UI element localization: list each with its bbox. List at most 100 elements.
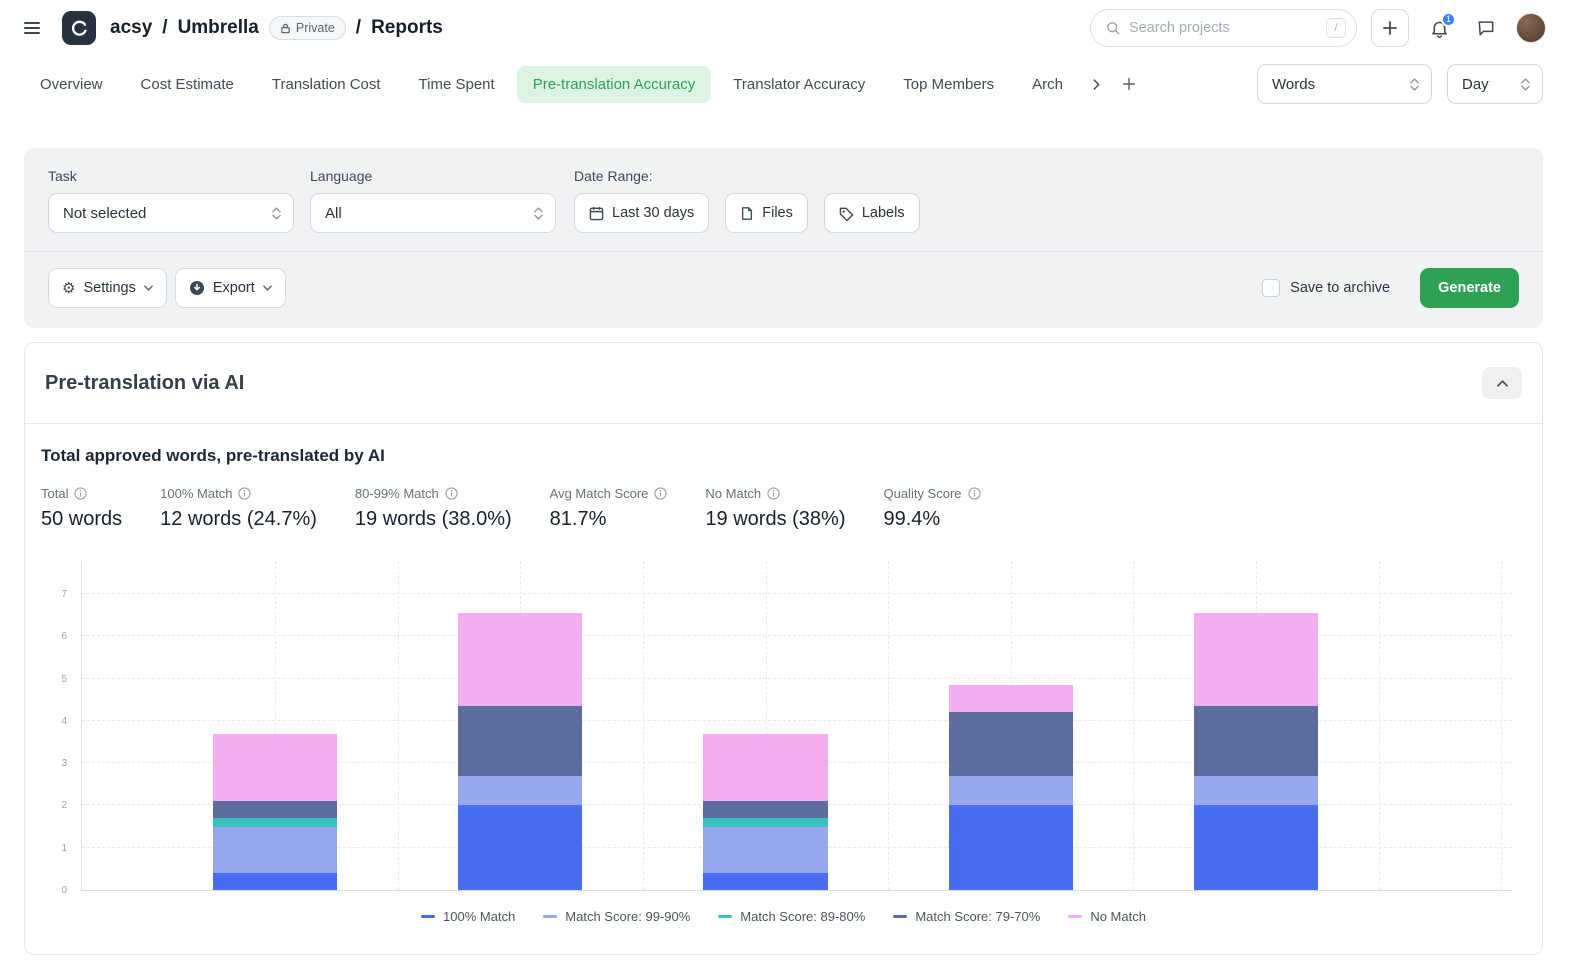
legend-item[interactable]: Match Score: 89-80% [718,909,865,924]
legend-label: Match Score: 99-90% [565,909,690,924]
sorter-icon [1410,78,1419,91]
chat-icon [1476,18,1496,38]
stacked-bar[interactable] [213,734,337,890]
bar-segment [213,818,337,826]
tab-translator-accuracy[interactable]: Translator Accuracy [717,66,881,103]
chart-y-axis: 01234567 [47,561,75,891]
tabs-overflow-button[interactable] [1085,69,1108,100]
legend-item[interactable]: No Match [1068,909,1146,924]
bar-segment [703,827,827,874]
create-project-button[interactable] [1371,9,1409,47]
export-dropdown-button[interactable]: Export [175,268,286,308]
stat-quality-score: Quality Score 99.4% [883,486,980,531]
bar-segment [703,818,827,826]
unit-select[interactable]: Words [1257,64,1432,104]
tab-pre-translation-accuracy[interactable]: Pre-translation Accuracy [517,66,712,103]
tab-overview[interactable]: Overview [24,66,119,103]
tab-controls: Words Day [1257,64,1543,104]
bar-segment [213,827,337,874]
plus-icon [1122,77,1136,91]
export-label: Export [213,280,255,296]
bar-segment [1194,613,1318,706]
tab-archived-truncated[interactable]: Arch [1016,66,1079,103]
stat-label: 80-99% Match [355,486,439,501]
task-select[interactable]: Not selected [48,193,294,233]
info-icon[interactable] [238,487,251,500]
tab-time-spent[interactable]: Time Spent [403,66,511,103]
language-select[interactable]: All [310,193,556,233]
info-icon[interactable] [74,487,87,500]
tag-icon [839,206,854,221]
bar-segment [1194,776,1318,806]
file-icon [740,206,754,221]
vertical-gridline [1501,561,1502,890]
bar-segment [949,712,1073,775]
user-avatar[interactable] [1516,13,1546,43]
date-range-label: Date Range: [574,168,920,184]
sorter-icon [534,207,543,220]
generate-button[interactable]: Generate [1420,268,1519,308]
breadcrumb-project[interactable]: Umbrella [178,17,259,39]
report-tabbar: Overview Cost Estimate Translation Cost … [0,56,1588,112]
stat-value: 12 words (24.7%) [160,508,317,531]
stacked-bar[interactable] [1194,613,1318,890]
date-range-button[interactable]: Last 30 days [574,193,709,233]
files-filter-button[interactable]: Files [725,193,808,233]
breadcrumb-separator: / [356,17,361,39]
stacked-bar[interactable] [703,734,827,890]
stat-value: 81.7% [550,508,668,531]
export-icon [189,280,205,296]
stat-value: 50 words [41,508,122,531]
project-search[interactable]: / [1090,9,1357,47]
bar-segment [213,801,337,818]
stacked-bar[interactable] [458,613,582,890]
bar-segment [213,873,337,890]
info-icon[interactable] [445,487,458,500]
task-select-value: Not selected [63,205,146,222]
y-tick-label: 2 [61,800,67,811]
date-range-value: Last 30 days [612,205,694,221]
language-select-value: All [325,205,342,222]
stats-row: Total 50 words 100% Match 12 words (24.7… [41,486,1526,531]
info-icon[interactable] [654,487,667,500]
save-to-archive-checkbox[interactable] [1262,279,1280,297]
legend-item[interactable]: Match Score: 79-70% [893,909,1040,924]
labels-filter-label: Labels [862,205,905,221]
collapse-section-button[interactable] [1482,367,1522,399]
messages-button[interactable] [1470,12,1502,44]
legend-item[interactable]: 100% Match [421,909,515,924]
tab-cost-estimate[interactable]: Cost Estimate [125,66,250,103]
legend-marker [421,915,435,918]
legend-marker [718,915,732,918]
search-input[interactable] [1129,20,1318,36]
labels-filter-button[interactable]: Labels [824,193,920,233]
info-icon[interactable] [968,487,981,500]
vertical-gridline [888,561,889,890]
app-logo[interactable] [62,11,96,45]
bar-segment [703,801,827,818]
stat-total: Total 50 words [41,486,122,531]
settings-dropdown-button[interactable]: ⚙ Settings [48,268,167,308]
legend-label: Match Score: 89-80% [740,909,865,924]
stat-label: Quality Score [883,486,961,501]
legend-item[interactable]: Match Score: 99-90% [543,909,690,924]
chart-legend: 100% Match Match Score: 99-90% Match Score… [41,909,1526,924]
breadcrumb-org[interactable]: acsy [110,17,152,39]
stacked-bar[interactable] [949,685,1073,890]
privacy-badge: Private [269,16,346,40]
add-report-tab-button[interactable] [1114,67,1144,101]
y-tick-label: 7 [61,589,67,600]
report-card-header: Pre-translation via AI [25,343,1542,423]
tab-translation-cost[interactable]: Translation Cost [256,66,397,103]
vertical-gridline [1133,561,1134,890]
lock-icon [280,23,291,34]
breadcrumb-page: Reports [371,17,443,39]
save-to-archive-label[interactable]: Save to archive [1290,280,1390,296]
bar-segment [703,873,827,890]
language-field: Language All [310,168,556,233]
vertical-gridline [398,561,399,890]
tab-top-members[interactable]: Top Members [887,66,1010,103]
hamburger-menu-button[interactable] [16,12,48,44]
period-select[interactable]: Day [1447,64,1543,104]
info-icon[interactable] [767,487,780,500]
